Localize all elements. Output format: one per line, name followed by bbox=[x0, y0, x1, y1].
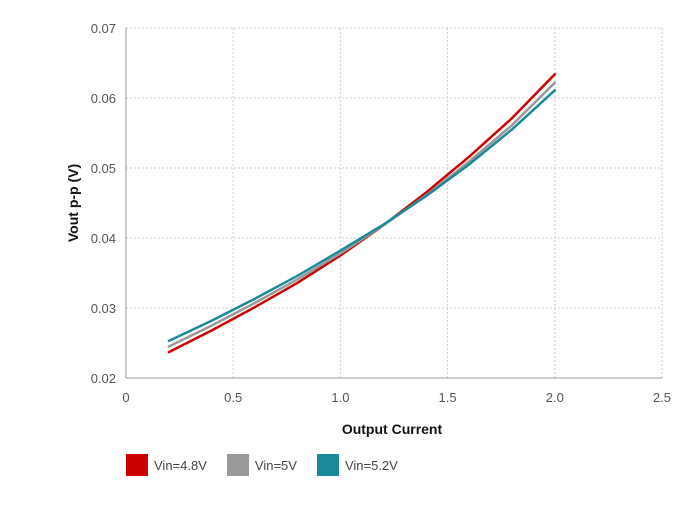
legend-swatch-vin-5 bbox=[226, 454, 249, 476]
legend-item-vin-5[interactable]: Vin=5V bbox=[226, 454, 297, 476]
x-tick-label: 2.0 bbox=[546, 390, 564, 405]
series-line-2 bbox=[167, 89, 557, 343]
axes bbox=[125, 28, 662, 379]
legend-item-vin-5-2[interactable]: Vin=5.2V bbox=[316, 454, 398, 476]
y-axis-title: Vout p-p (V) bbox=[65, 164, 81, 242]
x-axis-title: Output Current bbox=[342, 421, 443, 437]
legend-label-vin-5-2: Vin=5.2V bbox=[344, 457, 398, 473]
tick-labels: 0 0.5 1.0 1.5 2.0 2.5 0.02 0.03 0.04 0.05 0.06 0.07 bbox=[91, 21, 671, 405]
series-line-0 bbox=[167, 72, 557, 354]
series-line-1 bbox=[167, 81, 557, 348]
legend: Vin=4.8V Vin=5V Vin=5.2V bbox=[126, 454, 418, 476]
y-tick-label: 0.05 bbox=[91, 161, 116, 176]
legend-label-vin-4-8: Vin=4.8V bbox=[154, 457, 207, 473]
legend-swatch-vin-4-8 bbox=[126, 454, 148, 476]
x-tick-label: 2.5 bbox=[653, 390, 671, 405]
y-tick-label: 0.04 bbox=[91, 231, 116, 246]
x-tick-label: 1.0 bbox=[331, 390, 349, 405]
x-tick-label: 1.5 bbox=[439, 390, 457, 405]
y-tick-label: 0.06 bbox=[91, 91, 116, 106]
grid bbox=[126, 27, 663, 378]
legend-label-vin-5: Vin=5V bbox=[254, 457, 297, 473]
legend-item-vin-4-8[interactable]: Vin=4.8V bbox=[126, 454, 207, 476]
series-lines bbox=[167, 72, 557, 354]
y-tick-label: 0.02 bbox=[91, 371, 116, 386]
y-tick-label: 0.03 bbox=[91, 301, 116, 316]
legend-swatch-vin-5-2 bbox=[316, 454, 339, 476]
x-tick-label: 0 bbox=[122, 390, 129, 405]
x-tick-label: 0.5 bbox=[224, 390, 242, 405]
y-tick-label: 0.07 bbox=[91, 21, 116, 36]
